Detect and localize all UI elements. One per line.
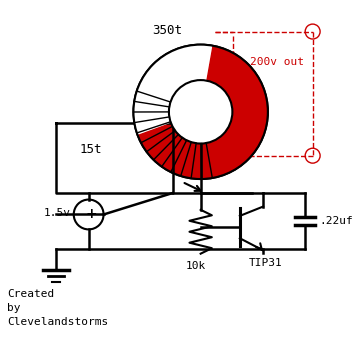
Text: 15t: 15t (79, 143, 102, 156)
Text: 4t: 4t (201, 110, 216, 123)
Wedge shape (137, 46, 268, 179)
Text: 1.5v: 1.5v (44, 208, 71, 218)
Text: Created
by
Clevelandstorms: Created by Clevelandstorms (7, 289, 109, 327)
Text: TIP31: TIP31 (249, 258, 283, 268)
Text: 350t: 350t (152, 24, 182, 37)
Text: 200v out: 200v out (250, 57, 304, 67)
Circle shape (169, 80, 232, 144)
Text: +: + (86, 208, 97, 221)
Text: 10k: 10k (186, 261, 206, 271)
Text: .22uf: .22uf (319, 216, 353, 226)
Circle shape (305, 148, 320, 163)
Wedge shape (133, 45, 212, 135)
Circle shape (133, 45, 268, 179)
Circle shape (74, 200, 104, 229)
Circle shape (305, 24, 320, 39)
